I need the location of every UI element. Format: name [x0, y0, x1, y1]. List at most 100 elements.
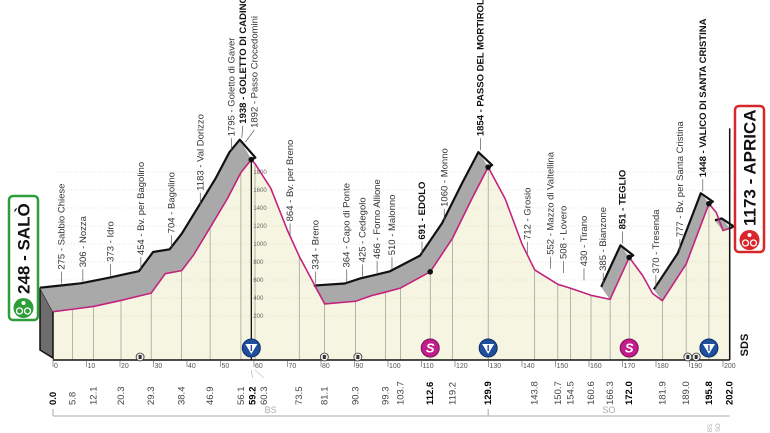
km-label: 143.8 — [530, 381, 541, 405]
sprint-icon-symbol: S — [625, 341, 634, 356]
place-label: 334 - Breno — [311, 220, 322, 270]
place-label: 385 - Bianzone — [598, 207, 609, 271]
km-label: 46.9 — [205, 387, 216, 406]
feed-zone-icon-glyph — [138, 355, 142, 359]
km-label: 5.8 — [67, 392, 78, 405]
x-tick-label: 170 — [624, 363, 636, 370]
level-crossing-icon — [319, 352, 329, 362]
place-label: 430 - Tirano — [579, 216, 590, 267]
x-tick-label: 40 — [188, 363, 196, 370]
level-crossing-icon — [353, 352, 363, 362]
sprint-icon-circle — [619, 338, 639, 358]
km-label-leader — [251, 369, 253, 379]
km-label: 81.1 — [320, 387, 331, 406]
x-tick-label: 50 — [222, 363, 230, 370]
km-label: 99.3 — [381, 387, 392, 406]
place-label: 370 - Tresenda — [651, 209, 662, 274]
x-tick-label: 70 — [289, 363, 297, 370]
start-badge-frame — [7, 194, 40, 322]
climb-top-edge — [39, 138, 257, 289]
feed-zone-icon — [135, 352, 145, 362]
x-tick-label: 0 — [54, 363, 58, 370]
km-label: 60.3 — [259, 387, 270, 406]
finish-badge-label: 1173 - APRICA — [741, 109, 760, 226]
altitude-tick-label: 800 — [253, 260, 264, 266]
x-tick-label: 90 — [356, 363, 364, 370]
feed-zone-icon-glyph — [694, 355, 698, 359]
km-label: 90.3 — [351, 387, 362, 406]
profile-line — [52, 158, 730, 313]
bicycle-icon — [13, 298, 34, 318]
x-tick-label: 120 — [456, 363, 468, 370]
altitude-tick-label: 1000 — [253, 242, 267, 248]
place-label: 1892 - Passo Crocedomini — [249, 16, 260, 128]
bicycle-wheel — [741, 239, 750, 247]
place-label: 373 - Idro — [106, 221, 117, 262]
km-label: 59.2 — [247, 387, 258, 406]
km-label: 12.1 — [89, 387, 100, 406]
summit-dot — [626, 254, 632, 261]
place-label: 454 - Bv. per Bagolino — [136, 162, 147, 255]
altitude-tick-label: 600 — [253, 278, 264, 284]
place-label: 425 - Cedegolo — [358, 197, 369, 262]
place-label: 1448 - VALICO DI SANTA CRISTINA — [698, 18, 709, 177]
finish-badge-frame — [733, 104, 766, 254]
rider-head — [747, 233, 752, 237]
summit-dot — [248, 156, 255, 163]
sprint-icon: S — [420, 338, 440, 358]
summit-dot — [706, 200, 712, 207]
km-label: 166.3 — [605, 381, 616, 405]
level-crossing-icon-glyph — [322, 355, 326, 359]
place-label: 704 - Bagolino — [167, 172, 178, 233]
x-tick-label: 30 — [155, 363, 163, 370]
sprint-icon-symbol: S — [426, 341, 435, 356]
bicycle-icon-bg — [739, 230, 760, 250]
bicycle-wheel — [23, 307, 32, 315]
start-badge-label: 248 - SALÒ — [15, 203, 34, 294]
zone-label: BS — [265, 405, 277, 415]
x-tick-label: 60 — [255, 363, 263, 370]
place-label: 275 - Sabbio Chiese — [57, 184, 68, 270]
x-tick-label: 110 — [423, 363, 434, 370]
place-label: 508 - Lovero — [558, 206, 569, 259]
x-tick-label: 140 — [523, 363, 535, 370]
bicycle-wheel — [749, 239, 758, 247]
kom-icon — [478, 338, 498, 358]
altitude-tick-label: 1400 — [253, 206, 267, 212]
x-tick-label: 150 — [557, 363, 569, 370]
rider-head — [21, 301, 26, 305]
place-label: 691 - EDOLO — [417, 182, 428, 240]
feed-zone-icon — [691, 352, 701, 362]
km-label-leader — [254, 369, 265, 379]
zone-label: SO — [602, 405, 615, 415]
bicycle-icon — [739, 230, 760, 250]
sprint-icon-circle — [420, 338, 440, 358]
bicycle-icon-bg — [13, 298, 34, 318]
place-label: 851 - TEGLIO — [617, 170, 628, 230]
place-label: 712 - Grosio — [522, 188, 533, 240]
km-label: 150.7 — [553, 381, 564, 405]
km-label: 20.3 — [116, 387, 127, 406]
x-tick-label: 200 — [724, 363, 736, 370]
start-badge: 248 - SALÒ — [7, 194, 40, 322]
climb-top-edge — [652, 192, 715, 290]
km-label: 112.6 — [425, 382, 436, 405]
km-label: 38.4 — [177, 387, 188, 406]
place-label: 1938 - GOLETTO DI CADINO — [238, 0, 249, 124]
km-label: 172.0 — [624, 381, 635, 405]
altitude-tick-label: 1600 — [253, 188, 267, 194]
place-label: 466 - Forno Allione — [372, 179, 383, 259]
altitude-tick-label: 200 — [253, 314, 264, 320]
x-tick-label: 190 — [691, 363, 703, 370]
place-label: 1854 - PASSO DEL MORTIROLO — [475, 0, 486, 136]
place-label-leader — [241, 125, 244, 138]
place-label-leader — [245, 129, 255, 143]
altitude-tick-label: 1200 — [253, 224, 267, 230]
km-label: 154.5 — [566, 381, 577, 405]
end-zone-label: SO — [716, 423, 722, 432]
km-label: 119.2 — [447, 382, 458, 405]
finish-badge: 1173 - APRICA — [733, 104, 766, 254]
summit-dot — [427, 269, 434, 275]
km-label: 73.5 — [294, 387, 305, 406]
